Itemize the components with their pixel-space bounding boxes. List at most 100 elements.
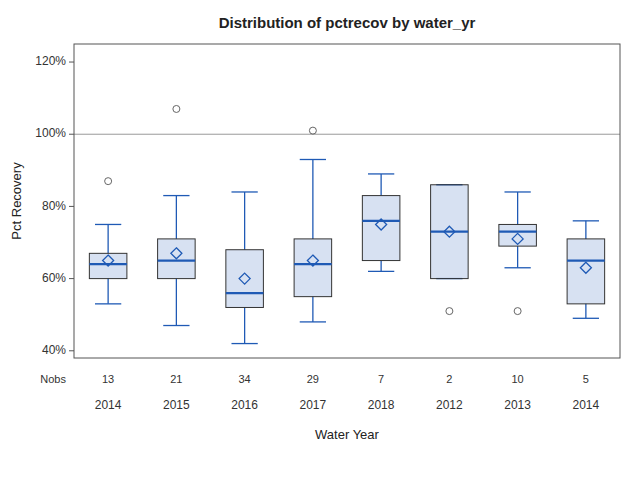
nobs-value: 13 xyxy=(102,373,114,385)
median xyxy=(89,263,127,265)
title: Distribution of pctrecov by water_yr xyxy=(219,14,476,31)
tick-label: 60% xyxy=(42,271,66,285)
nobs-value: 29 xyxy=(307,373,319,385)
whisker-high xyxy=(517,192,518,224)
plot-frame xyxy=(74,44,620,358)
x-axis: 2014 2015 2016 2017 2018 2012 2013 2014 xyxy=(95,398,600,412)
median xyxy=(294,263,332,265)
tick-label: 120% xyxy=(35,54,66,68)
whisker-high xyxy=(176,196,177,239)
whisker-low xyxy=(244,307,245,343)
whisker-low xyxy=(517,246,518,268)
mean-marker xyxy=(580,262,591,273)
tick-mark xyxy=(69,206,74,207)
nobs-value: 7 xyxy=(378,373,384,385)
median xyxy=(499,231,537,233)
chart: 40%60%80%100%120%Nobs1321342972105201420… xyxy=(0,0,640,480)
median xyxy=(158,259,196,261)
tick-label: 2013 xyxy=(504,398,531,412)
whisker-cap xyxy=(95,303,121,304)
flier xyxy=(514,308,521,315)
nobs-row: Nobs 13 21 34 29 7 2 10 5 xyxy=(40,373,589,385)
tick-label: 2018 xyxy=(368,398,395,412)
tick-label: 2014 xyxy=(95,398,122,412)
box-group xyxy=(158,105,196,325)
nobs-value: 5 xyxy=(583,373,589,385)
median xyxy=(431,231,469,233)
whisker-cap xyxy=(300,321,326,322)
whisker-high xyxy=(312,159,313,238)
data xyxy=(74,105,620,343)
whisker-cap xyxy=(504,191,530,192)
box-group xyxy=(226,192,264,344)
mean-marker xyxy=(512,233,523,244)
whisker-low xyxy=(585,304,586,318)
tick-label: 2015 xyxy=(163,398,190,412)
whisker-low xyxy=(312,297,313,322)
tick-mark xyxy=(69,134,74,135)
box-group xyxy=(362,174,400,271)
tick-mark xyxy=(69,62,74,63)
nobs-value: 10 xyxy=(512,373,524,385)
box xyxy=(567,239,605,304)
box-group xyxy=(89,178,127,304)
box-group xyxy=(431,185,469,315)
plot-area xyxy=(74,44,620,358)
whisker-cap xyxy=(231,343,257,344)
box xyxy=(431,185,469,279)
whisker-cap xyxy=(95,224,121,225)
nobs-value: 2 xyxy=(446,373,452,385)
mean-marker xyxy=(307,255,318,266)
whisker-cap xyxy=(163,325,189,326)
whisker-cap xyxy=(573,318,599,319)
mean-marker xyxy=(444,226,455,237)
whisker-high xyxy=(244,192,245,250)
whisker-high xyxy=(585,221,586,239)
median xyxy=(362,220,400,222)
mean-marker xyxy=(239,273,250,284)
whisker-cap xyxy=(300,159,326,160)
mean-marker xyxy=(103,255,114,266)
whisker-cap xyxy=(163,195,189,196)
tick-label: 80% xyxy=(42,199,66,213)
mean-marker xyxy=(376,219,387,230)
box xyxy=(362,196,400,261)
box-group xyxy=(499,192,537,315)
y-axis: 40%60%80%100%120% xyxy=(35,54,74,357)
median xyxy=(226,292,264,294)
median xyxy=(567,259,605,261)
whisker-high xyxy=(107,224,108,253)
tick-mark xyxy=(69,278,74,279)
box xyxy=(89,253,127,278)
flier xyxy=(173,105,180,112)
whisker-high xyxy=(380,174,381,196)
box xyxy=(499,224,537,246)
box xyxy=(226,250,264,308)
whisker-cap xyxy=(368,173,394,174)
tick-mark xyxy=(69,350,74,351)
x-axis-label: Water Year xyxy=(315,427,380,442)
whisker-low xyxy=(176,279,177,326)
whisker-cap xyxy=(231,191,257,192)
tick-label: 2017 xyxy=(300,398,327,412)
whisker-cap xyxy=(368,271,394,272)
flier xyxy=(105,178,112,185)
whisker-cap xyxy=(504,267,530,268)
flier xyxy=(309,127,316,134)
nobs-value: 34 xyxy=(239,373,251,385)
tick-label: 100% xyxy=(35,126,66,140)
box-group xyxy=(567,221,605,318)
nobs-label: Nobs xyxy=(40,373,66,385)
tick-label: 2014 xyxy=(573,398,600,412)
y-axis-label: Pct Recovery xyxy=(9,162,24,240)
box-group xyxy=(294,127,332,322)
flier xyxy=(446,308,453,315)
tick-label: 2016 xyxy=(231,398,258,412)
mean-marker xyxy=(171,248,182,259)
box xyxy=(294,239,332,297)
whisker-cap xyxy=(573,220,599,221)
tick-label: 2012 xyxy=(436,398,463,412)
whisker-low xyxy=(107,279,108,304)
nobs-value: 21 xyxy=(170,373,182,385)
whisker-low xyxy=(380,261,381,272)
